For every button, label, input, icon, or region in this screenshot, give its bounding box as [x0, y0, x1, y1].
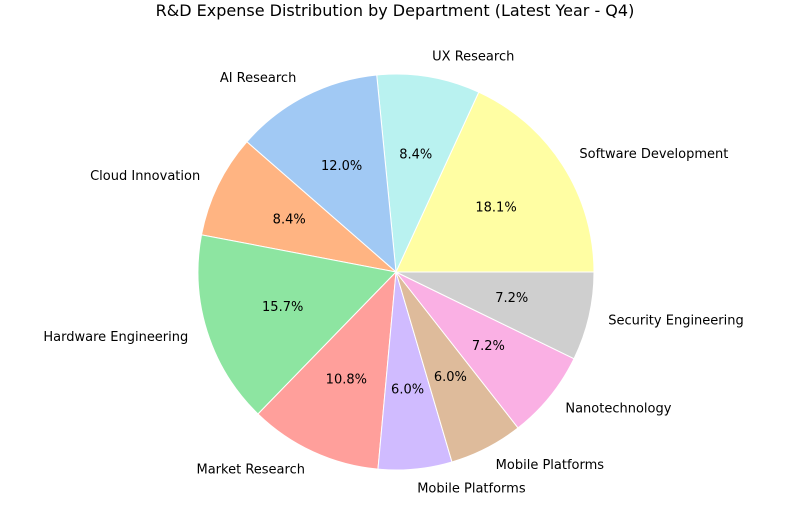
slice-label-0: Software Development	[579, 147, 728, 162]
pie-slice-9	[395, 271, 595, 360]
pct-label-2: 12.0%	[321, 159, 362, 174]
pie-slice-3	[200, 141, 398, 273]
pct-label-7: 6.0%	[434, 370, 467, 385]
slice-label-9: Security Engineering	[608, 313, 744, 328]
pie-slice-5	[257, 270, 397, 470]
pct-label-9: 7.2%	[495, 291, 528, 306]
slice-label-2: AI Research	[220, 71, 297, 86]
slice-label-1: UX Research	[432, 50, 514, 65]
slices-layer	[197, 73, 595, 471]
pct-label-4: 15.7%	[262, 300, 303, 315]
pct-label-1: 8.4%	[399, 147, 432, 162]
slice-label-4: Hardware Engineering	[43, 330, 188, 345]
slice-label-7: Mobile Platforms	[496, 458, 605, 473]
pie-slice-2	[246, 74, 397, 274]
slice-label-3: Cloud Innovation	[90, 169, 200, 184]
pie-slice-1	[376, 73, 480, 274]
chart-title: R&D Expense Distribution by Department (…	[156, 1, 635, 20]
pie-slice-0	[395, 91, 595, 273]
slice-label-6: Mobile Platforms	[417, 481, 526, 496]
pct-label-6: 6.0%	[391, 383, 424, 398]
pct-label-8: 7.2%	[472, 339, 505, 354]
pct-label-0: 18.1%	[475, 200, 516, 215]
pie-slice-4	[197, 234, 398, 415]
pct-label-5: 10.8%	[326, 372, 367, 387]
labels-layer: 18.1% Software Development 8.4% UX Research…	[43, 50, 743, 497]
slice-label-5: Market Research	[197, 462, 305, 477]
pct-label-3: 8.4%	[273, 212, 306, 227]
slice-label-8: Nanotechnology	[565, 401, 671, 416]
